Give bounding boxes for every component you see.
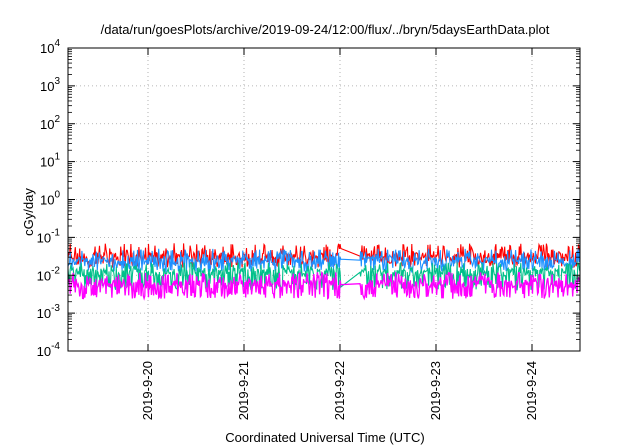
y-tick-label: 104 <box>40 38 60 56</box>
chart-title: /data/run/goesPlots/archive/2019-09-24/1… <box>101 22 550 37</box>
y-tick-base: 10 <box>37 268 51 283</box>
y-tick-base: 10 <box>40 41 54 56</box>
x-tick-label: 2019-9-23 <box>428 361 443 420</box>
y-tick-label: 102 <box>40 114 60 132</box>
series-group <box>67 242 581 301</box>
y-tick-exponent: 0 <box>54 190 60 201</box>
x-tick-label: 2019-9-22 <box>332 361 347 420</box>
y-tick-base: 10 <box>40 117 54 132</box>
y-tick-base: 10 <box>40 79 54 94</box>
y-tick-label: 10-1 <box>37 227 61 245</box>
y-tick-exponent: 3 <box>54 76 60 87</box>
y-tick-label: 101 <box>40 152 60 170</box>
axis-ticks <box>68 47 580 352</box>
y-axis-label: cGy/day <box>21 188 36 236</box>
y-tick-exponent: -3 <box>51 303 60 314</box>
tick-labels: 10-410-310-210-11001011021031042019-9-20… <box>37 38 539 420</box>
x-tick-label: 2019-9-20 <box>140 361 155 420</box>
y-tick-label: 10-3 <box>37 303 61 321</box>
y-tick-exponent: 2 <box>54 114 60 125</box>
y-tick-exponent: -2 <box>51 265 60 276</box>
y-tick-base: 10 <box>37 344 51 359</box>
grid <box>68 48 580 351</box>
series-line <box>67 270 581 301</box>
y-tick-exponent: -1 <box>51 227 60 238</box>
y-tick-label: 10-2 <box>37 265 61 283</box>
y-tick-base: 10 <box>40 155 54 170</box>
y-tick-base: 10 <box>37 230 51 245</box>
y-tick-label: 10-4 <box>37 341 61 359</box>
y-tick-exponent: 1 <box>54 152 60 163</box>
x-tick-label: 2019-9-21 <box>236 361 251 420</box>
y-tick-base: 10 <box>37 306 51 321</box>
y-tick-label: 100 <box>40 190 60 208</box>
y-tick-base: 10 <box>40 193 54 208</box>
x-tick-label: 2019-9-24 <box>524 361 539 420</box>
y-tick-exponent: 4 <box>54 38 60 49</box>
x-axis-label: Coordinated Universal Time (UTC) <box>225 430 424 445</box>
y-tick-exponent: -4 <box>51 341 60 352</box>
y-tick-label: 103 <box>40 76 60 94</box>
